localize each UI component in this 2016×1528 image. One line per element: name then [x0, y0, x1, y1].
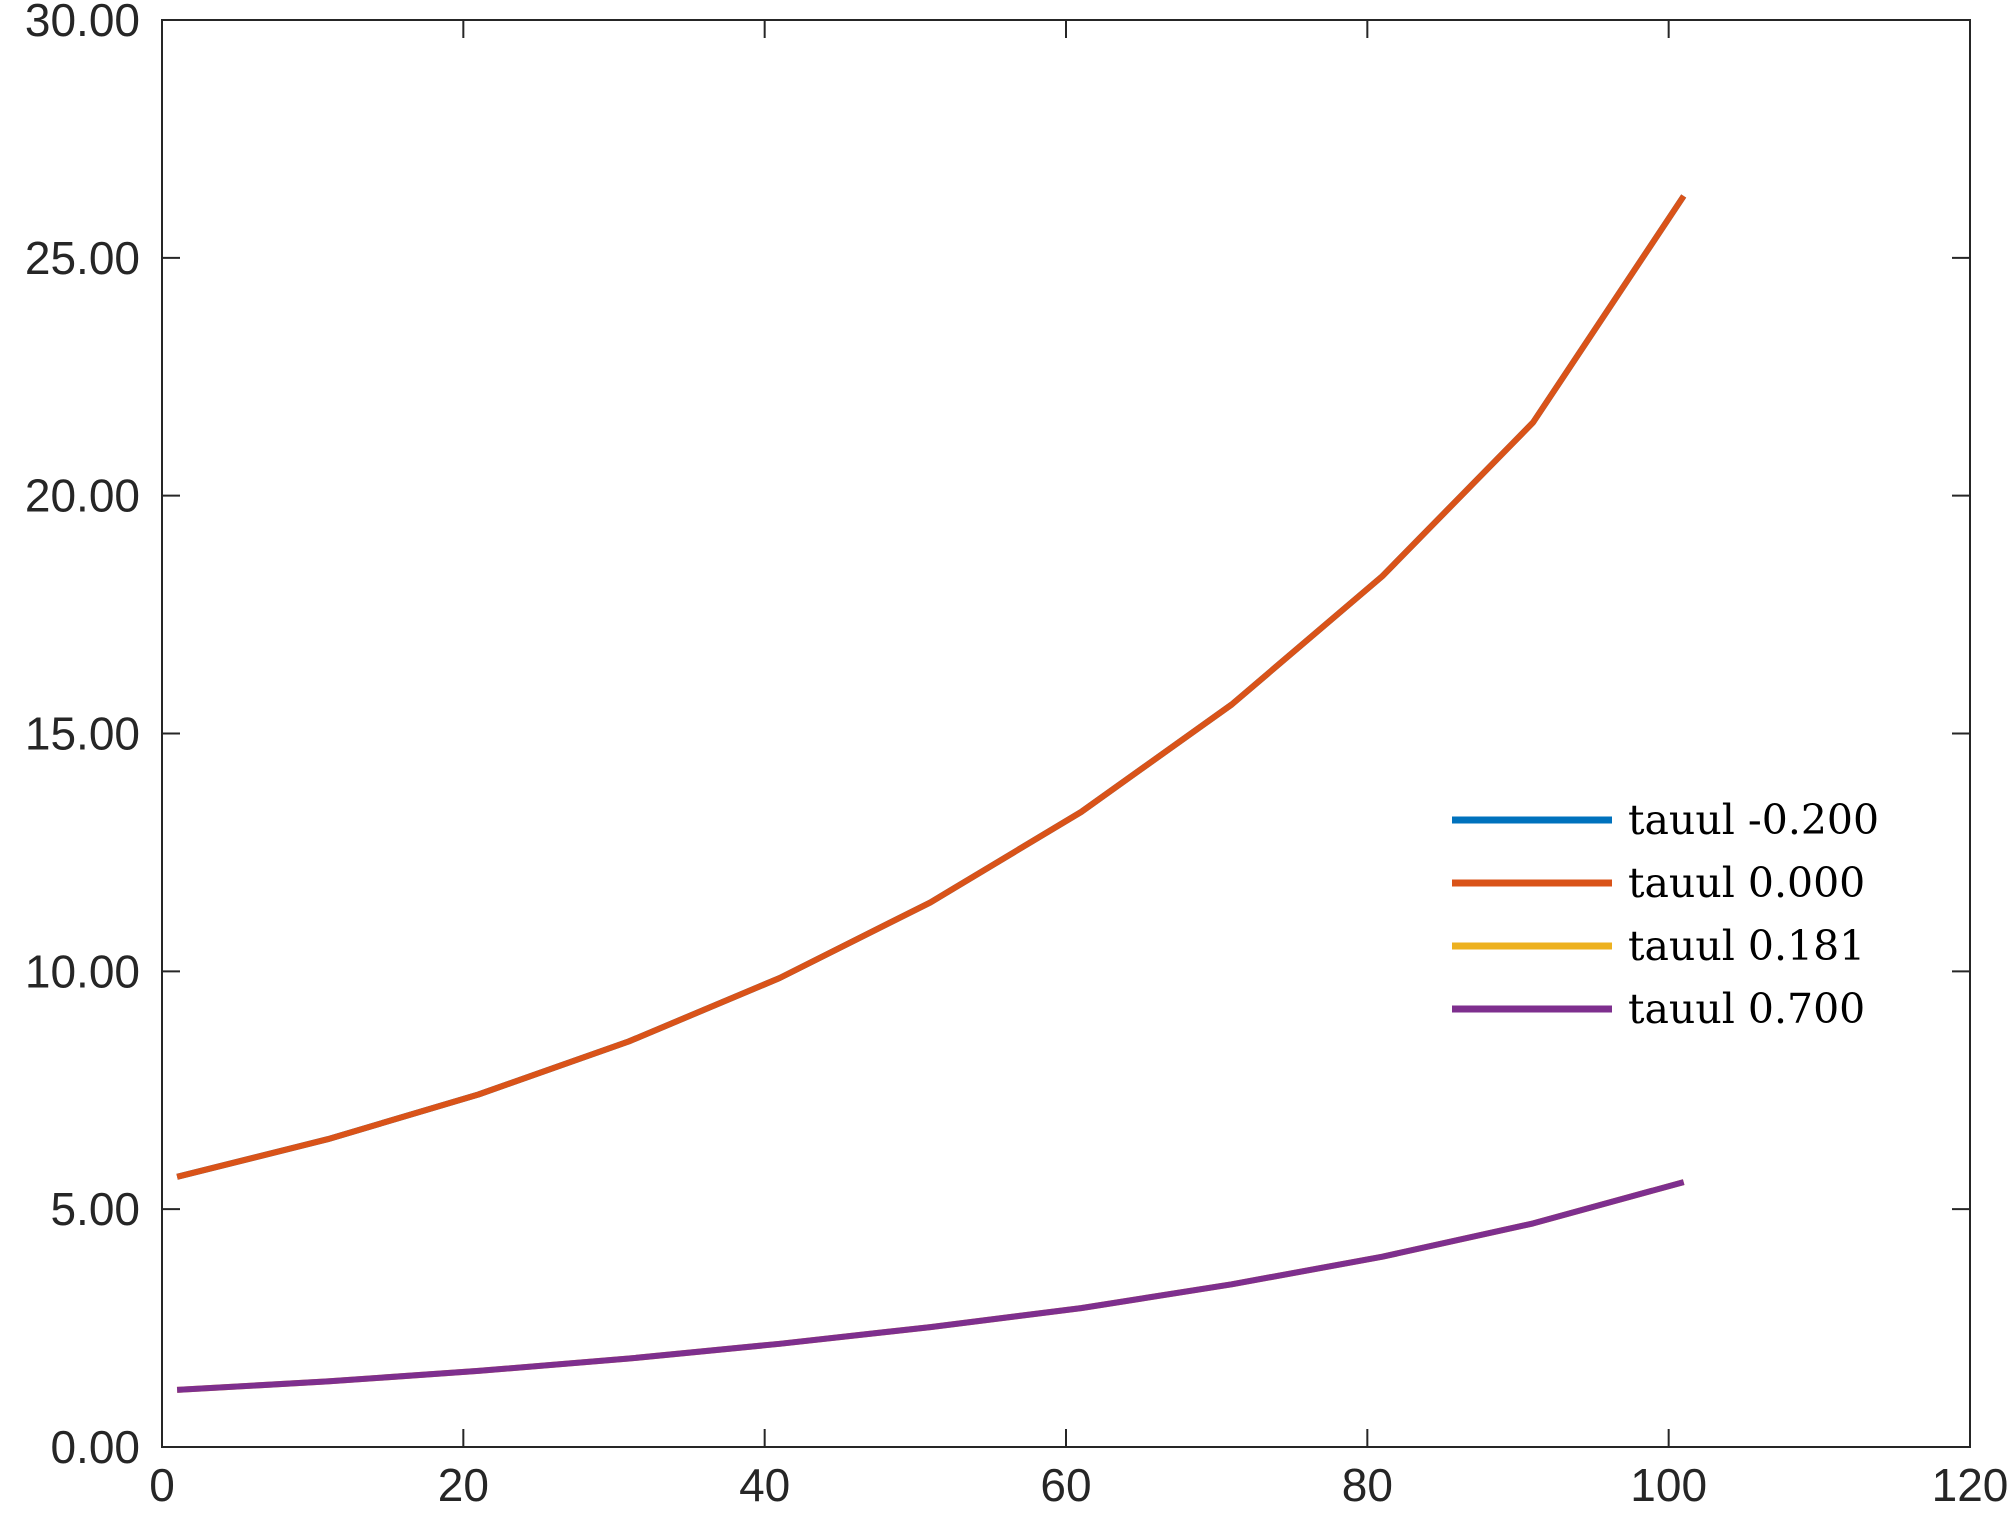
y-tick-label: 5.00 [50, 1183, 140, 1235]
legend-label-3: tauul 0.700 [1628, 985, 1865, 1033]
x-tick-label: 60 [1040, 1459, 1091, 1511]
x-tick-label: 20 [438, 1459, 489, 1511]
y-tick-label: 10.00 [25, 945, 140, 997]
legend-label-0: tauul -0.200 [1628, 796, 1879, 844]
plot-area [162, 20, 1970, 1447]
y-tick-label: 20.00 [25, 470, 140, 522]
legend-label-2: tauul 0.181 [1628, 922, 1865, 970]
y-tick-label: 0.00 [50, 1421, 140, 1473]
x-tick-label: 80 [1342, 1459, 1393, 1511]
series-line-3 [176, 1179, 1685, 1393]
x-tick-label: 0 [149, 1459, 175, 1511]
series-layer [176, 194, 1687, 1393]
legend: tauul -0.200 tauul 0.000 tauul 0.181 tauul … [1452, 796, 1879, 1033]
x-tick-label: 100 [1630, 1459, 1707, 1511]
x-tick-label: 120 [1932, 1459, 2009, 1511]
legend-label-1: tauul 0.000 [1628, 859, 1865, 907]
series-line-1 [176, 194, 1687, 1180]
y-tick-label: 15.00 [25, 708, 140, 760]
y-tick-label: 30.00 [25, 0, 140, 46]
y-tick-label: 25.00 [25, 232, 140, 284]
ticks-layer: 0 20 40 60 80 100 120 0.00 5.00 10.00 15.00 20.00 25… [25, 0, 2009, 1511]
x-tick-label: 40 [739, 1459, 790, 1511]
